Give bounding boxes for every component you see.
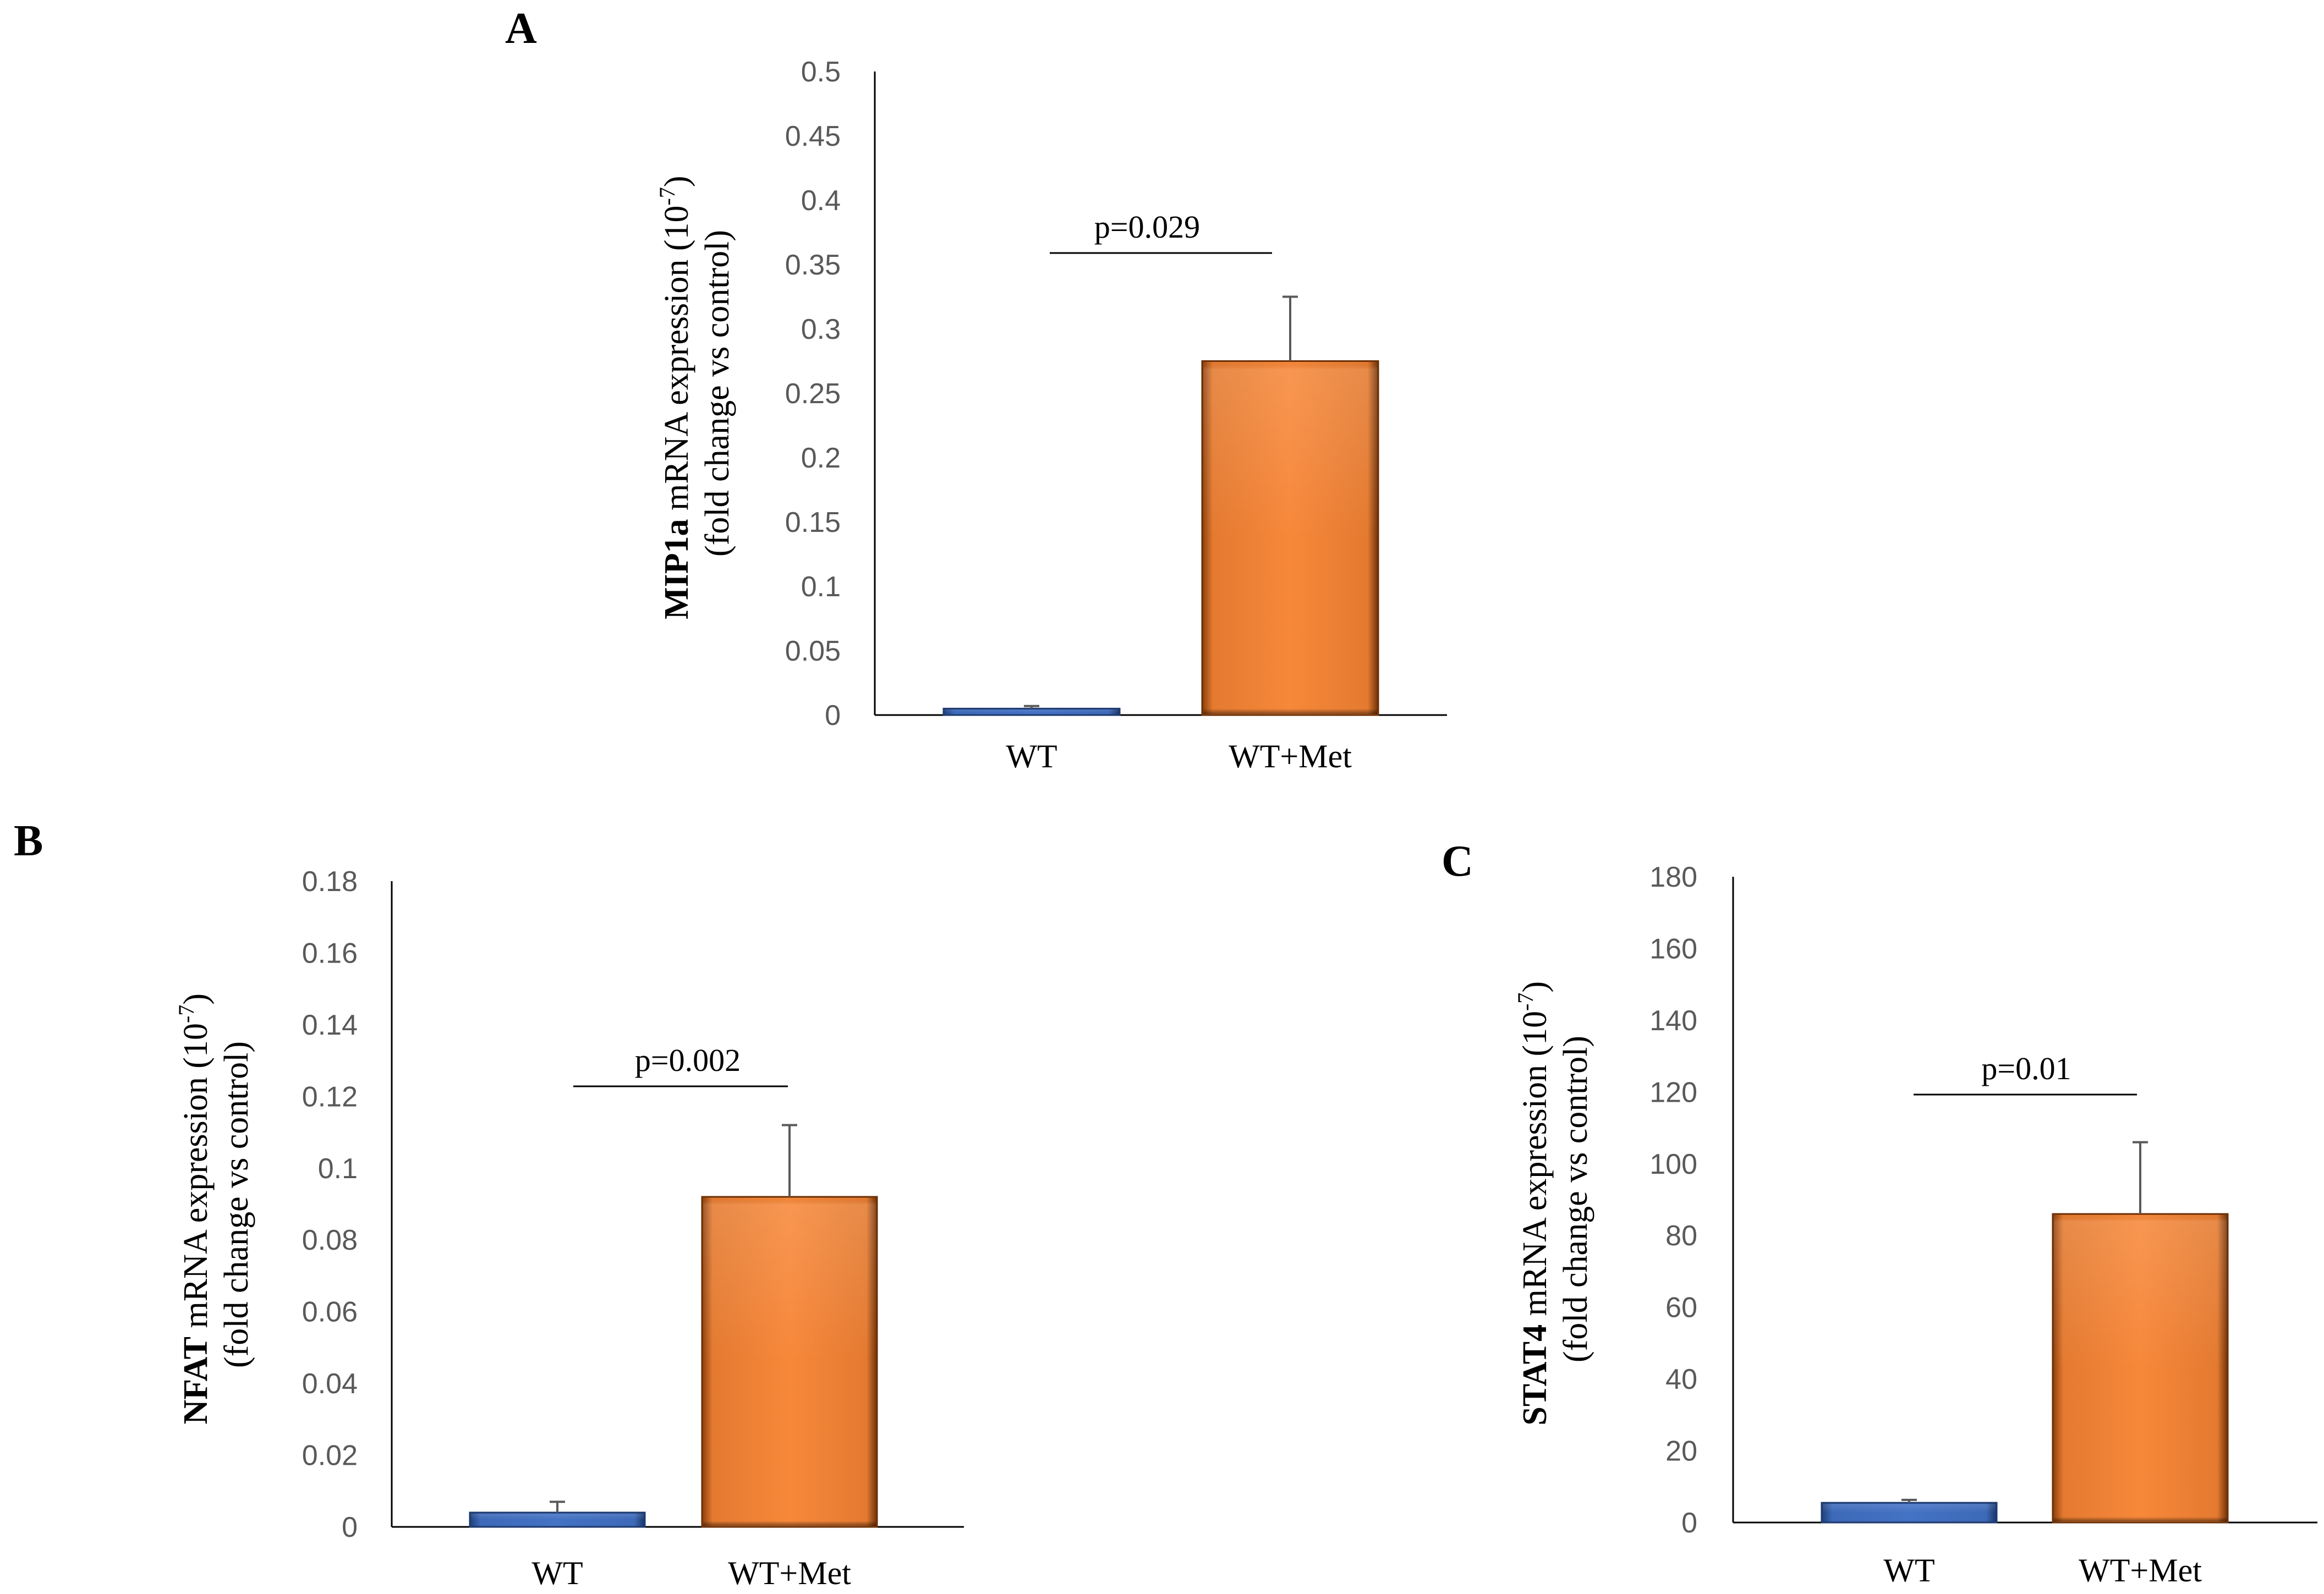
x-tick-labels: WT WT+Met (1006, 738, 1352, 774)
y-label-close: ) (658, 175, 695, 187)
y-tick-label: 0.18 (302, 866, 358, 898)
y-tick-label: 0.14 (302, 1009, 358, 1041)
y-tick-label: 0.12 (302, 1081, 358, 1113)
y-label-text: mRNA expression (10 (177, 1023, 215, 1337)
y-tick-label: 0.08 (302, 1224, 358, 1256)
y-tick-label: 0.16 (302, 937, 358, 969)
y-axis-title: STAT4 mRNA expression (10-7) (fold chang… (1513, 972, 1594, 1425)
y-tick-label: 0.1 (801, 571, 841, 603)
y-label-sup: -7 (174, 1005, 199, 1023)
significance: p=0.002 (573, 1042, 788, 1087)
gene-name: NFAT (177, 1337, 215, 1425)
bars (942, 295, 1379, 716)
y-label-line2: (fold change vs control) (1557, 1036, 1594, 1362)
y-axis-title: MIP1a mRNA expression (10-7) (fold chang… (655, 167, 736, 619)
bar-bevel (1203, 362, 1377, 714)
y-tick-labels: 0 0.02 0.04 0.06 0.08 0.1 0.12 0.14 0.16 0.18 (302, 866, 358, 1543)
y-label-line2: (fold change vs control) (218, 1041, 255, 1368)
y-tick-labels: 0 0.05 0.1 0.15 0.2 0.25 0.3 0.35 0.4 0.45 0.5 (785, 56, 841, 732)
bar-bevel (471, 1513, 644, 1526)
panel-label: C (1441, 837, 1473, 886)
y-tick-label: 0.2 (801, 442, 841, 474)
gene-name: MIP1a (658, 519, 695, 619)
bar-bevel (2054, 1215, 2227, 1521)
y-label-text: mRNA expression (10 (1516, 1011, 1554, 1324)
x-tick-label: WT+Met (2079, 1552, 2202, 1588)
x-tick-label: WT (1883, 1552, 1934, 1588)
x-tick-label: WT+Met (1229, 738, 1352, 774)
panel-label: A (505, 4, 537, 53)
y-label-sup: -7 (655, 187, 679, 205)
y-axis-title: NFAT mRNA expression (10-7) (fold change… (174, 985, 255, 1424)
y-tick-label: 140 (1649, 1005, 1697, 1037)
y-label-close: ) (1516, 981, 1554, 993)
y-label-sup: -7 (1513, 993, 1538, 1011)
y-tick-label: 80 (1665, 1220, 1697, 1252)
p-value-label: p=0.029 (1094, 209, 1200, 245)
p-value-label: p=0.01 (1981, 1051, 2071, 1086)
y-tick-label: 120 (1649, 1076, 1697, 1108)
y-tick-label: 0.5 (801, 56, 841, 88)
y-tick-label: 0 (342, 1511, 358, 1543)
y-tick-label: 0.06 (302, 1296, 358, 1328)
y-tick-label: 0.25 (785, 378, 841, 410)
bar-bevel (945, 710, 1119, 714)
y-tick-label: 0.1 (318, 1153, 358, 1185)
p-value-label: p=0.002 (635, 1042, 741, 1078)
y-tick-label: 40 (1665, 1364, 1697, 1395)
significance: p=0.029 (1050, 209, 1272, 254)
panel-b: B 0 0.02 0.04 0.06 0.08 0.1 0.12 0.14 0.16 0.18 W… (14, 817, 964, 1591)
bar-bevel (1823, 1504, 1996, 1521)
x-tick-label: WT (1006, 738, 1057, 774)
significance: p=0.01 (1914, 1051, 2137, 1096)
y-tick-label: 0 (1681, 1507, 1697, 1539)
y-tick-label: 0.15 (785, 507, 841, 538)
y-label-text: mRNA expression (10 (658, 205, 695, 519)
y-tick-label: 160 (1649, 933, 1697, 965)
y-tick-label: 0.04 (302, 1368, 358, 1400)
bar-bevel (703, 1197, 876, 1526)
y-tick-label: 0 (825, 700, 841, 732)
x-tick-labels: WT WT+Met (531, 1555, 851, 1591)
gene-name: STAT4 (1516, 1324, 1554, 1426)
x-tick-label: WT+Met (728, 1555, 851, 1591)
y-tick-label: 180 (1649, 861, 1697, 893)
y-label-line2: (fold change vs control) (699, 230, 736, 557)
y-tick-label: 0.02 (302, 1440, 358, 1472)
y-tick-label: 0.4 (801, 185, 841, 217)
y-label-close: ) (177, 993, 215, 1005)
y-tick-label: 0.05 (785, 635, 841, 667)
bars (1821, 1141, 2229, 1524)
y-tick-labels: 0 20 40 60 80 100 120 140 160 180 (1649, 861, 1697, 1539)
y-tick-label: 0.45 (785, 120, 841, 152)
panel-label: B (14, 817, 43, 865)
x-tick-labels: WT WT+Met (1883, 1552, 2202, 1588)
y-tick-label: 0.3 (801, 314, 841, 345)
y-tick-label: 0.35 (785, 249, 841, 281)
y-tick-label: 60 (1665, 1292, 1697, 1324)
panel-c: C 0 20 40 60 80 100 120 140 160 180 WT WT+Met p=0.… (1441, 837, 2317, 1588)
bars (469, 1124, 878, 1528)
panel-a: A 0 0.05 0.1 0.15 0.2 0.25 0.3 0.35 0.4 0.45 0.5 W… (505, 4, 1447, 774)
y-tick-label: 100 (1649, 1148, 1697, 1180)
y-tick-label: 20 (1665, 1436, 1697, 1467)
x-tick-label: WT (531, 1555, 583, 1591)
